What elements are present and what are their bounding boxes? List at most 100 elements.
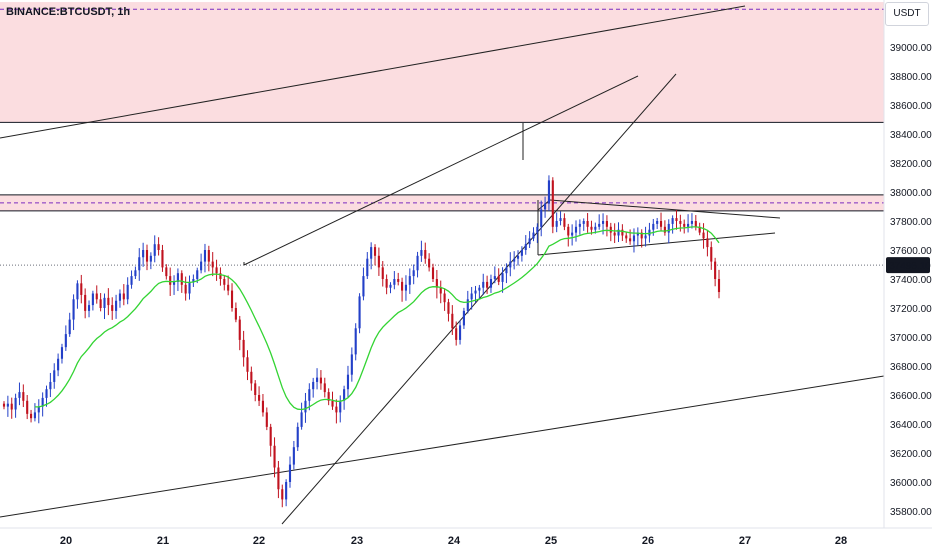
candle-body	[544, 203, 547, 210]
candle-body	[60, 347, 64, 359]
candle-body	[176, 273, 179, 282]
candle-body	[694, 221, 697, 227]
y-tick-label: 38400.00	[890, 130, 932, 141]
candle-body	[613, 232, 616, 236]
y-tick-label: 36600.00	[890, 391, 932, 402]
candle-body	[111, 305, 114, 311]
candle-body	[675, 218, 678, 221]
candle-body	[339, 400, 342, 413]
candle-body	[196, 270, 199, 279]
y-tick-label: 36000.00	[890, 478, 932, 489]
candle-body	[118, 293, 122, 301]
candle-body	[702, 232, 705, 239]
candle-body	[659, 221, 663, 227]
candle-body	[335, 406, 338, 413]
candle-body	[385, 279, 388, 288]
candle-body	[223, 279, 226, 285]
candle-body	[26, 400, 29, 414]
candle-body	[37, 406, 40, 413]
candle-body	[230, 290, 234, 308]
candle-body	[184, 284, 187, 294]
candle-body	[640, 232, 643, 239]
candle-body	[536, 226, 539, 233]
candle-body	[87, 305, 91, 311]
candle-body	[149, 255, 152, 262]
candle-body	[528, 238, 531, 245]
x-tick-label: 23	[351, 535, 363, 547]
candle-body	[482, 281, 485, 288]
candle-body	[45, 389, 48, 398]
candle-body	[362, 276, 365, 297]
candle-body	[424, 250, 427, 259]
candle-body	[373, 247, 377, 256]
resistance-zones	[0, 2, 884, 212]
y-tick-label: 37400.00	[890, 275, 932, 286]
x-tick-label: 21	[157, 535, 169, 547]
candle-body	[57, 358, 60, 371]
candle-body	[431, 267, 435, 279]
candle-body	[621, 229, 624, 236]
candle-body	[617, 229, 620, 236]
candle-body	[207, 250, 210, 262]
candle-body	[447, 302, 450, 314]
candle-body	[625, 235, 628, 239]
candle-body	[122, 293, 125, 300]
candle-body	[2, 403, 6, 407]
candle-body	[203, 250, 207, 262]
candle-body	[80, 283, 83, 295]
trend-line	[537, 232, 776, 256]
candle-body	[443, 293, 446, 303]
candle-body	[474, 290, 477, 294]
candle-body	[172, 281, 176, 285]
ticker-label: BINANCE:BTCUSDT, 1h	[6, 6, 131, 18]
candle-body	[605, 221, 608, 227]
candle-body	[516, 255, 520, 259]
y-tick-label: 36400.00	[890, 420, 932, 431]
y-tick-label: 37800.00	[890, 217, 932, 228]
time-axis[interactable]: 20 21 22 23 24 25 26 27 28	[0, 527, 932, 547]
candle-body	[671, 218, 674, 224]
candle-body	[408, 276, 411, 285]
candle-body	[6, 403, 9, 407]
candle-body	[401, 281, 404, 291]
candle-body	[211, 261, 214, 268]
candle-body	[153, 244, 156, 256]
candle-body	[505, 267, 508, 274]
candle-body	[14, 397, 17, 410]
candle-body	[91, 293, 94, 306]
trend-lines	[0, 5, 885, 525]
y-tick-label: 36800.00	[890, 362, 932, 373]
candle-body	[76, 283, 79, 300]
candle-body	[652, 223, 655, 230]
candle-body	[157, 244, 160, 250]
candle-body	[49, 381, 52, 390]
last-price-tag	[886, 257, 930, 274]
zone-band	[0, 2, 884, 123]
candle-body	[563, 218, 566, 227]
candle-body	[29, 413, 33, 419]
currency-button[interactable]: USDT	[885, 2, 929, 26]
candle-body	[219, 273, 222, 279]
x-tick-label: 25	[545, 535, 557, 547]
candle-body	[277, 467, 280, 490]
candle-body	[358, 296, 361, 329]
price-axis[interactable]: 39000.00 38800.00 38600.00 38400.00 38200.00…	[883, 0, 932, 528]
candle-body	[470, 293, 473, 300]
candle-body	[72, 299, 75, 320]
candles	[2, 175, 721, 508]
candle-body	[412, 270, 415, 277]
candle-body	[497, 276, 500, 282]
y-tick-label: 38000.00	[890, 188, 932, 199]
candle-body	[663, 226, 666, 233]
candle-body	[315, 377, 319, 382]
candle-body	[254, 383, 257, 395]
candle-body	[242, 339, 245, 358]
candle-body	[323, 383, 326, 393]
candle-body	[200, 261, 203, 271]
candle-body	[343, 389, 346, 401]
candle-body	[679, 221, 682, 224]
candle-body	[404, 284, 408, 291]
candle-body	[115, 300, 118, 311]
candle-body	[53, 370, 56, 382]
